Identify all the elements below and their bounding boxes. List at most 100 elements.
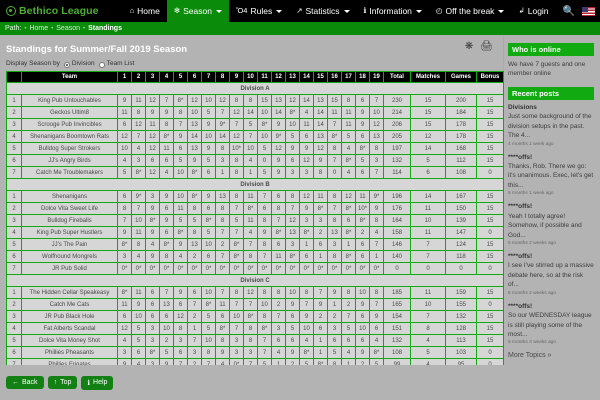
col-header-rank[interactable]: [7, 72, 21, 82]
table-row[interactable]: 3 Scrooge Pub Invincibles 6 12 11 8 7 13 9 9* 7 5 8*…: [7, 119, 503, 130]
nav-item-off-the-break[interactable]: ◴ Off the break: [429, 0, 512, 22]
row-week-score: 8: [230, 287, 243, 298]
table-row[interactable]: 2 Dolce Vita Sweet Life 8 7 9 6 11 8 6 8 7 8* 6 8 7 9 8*…: [7, 203, 503, 214]
login-icon: ↲: [518, 6, 525, 16]
recent-post-item[interactable]: ****offs! Thanks, Rob. There we go: it's …: [508, 154, 594, 197]
col-header-15[interactable]: 15: [314, 72, 327, 82]
table-row[interactable]: 5 Dolce Vita Money Shot 4 5 3 2 3 7 10 8 3 8 7 6 6 4 1 6 6…: [7, 335, 503, 346]
col-header-14[interactable]: 14: [300, 72, 313, 82]
table-row[interactable]: 5 Bulldog Super Strokers 10 4 12 11 6 13 9 8 10* 10…: [7, 143, 503, 154]
row-week-score: 2: [356, 227, 369, 238]
row-matches: 5: [411, 347, 445, 358]
table-row[interactable]: 7 JR Pub Solid 0* 0* 0* 0* 0* 0* 0* 0* 0* 0* 0* 0* 0* 0…: [7, 263, 503, 274]
row-week-score: 13: [188, 119, 201, 130]
radio-team-list-icon[interactable]: [98, 61, 105, 68]
help-button[interactable]: ℹ Help: [81, 375, 114, 390]
breadcrumb-item-season[interactable]: Season: [56, 25, 81, 32]
col-header-17[interactable]: 17: [342, 72, 355, 82]
recent-post-item[interactable]: Divisions Just some background of the div…: [508, 104, 594, 147]
table-row[interactable]: 1 Shenanigans 6 9* 3 9 10 8* 9 13 8 11 7 6 8 12 11 8 12 11 9…: [7, 191, 503, 202]
table-row[interactable]: 7 Catch Me Troublemakers 5 8* 12 4 10 8* 6 1 8 1 5 9 3…: [7, 167, 503, 178]
table-row[interactable]: 2 Geckos Ultim8 11 8 9 9 8 10 5 7 12 14 10 14 8* 4 14 11 1…: [7, 107, 503, 118]
col-header-13[interactable]: 13: [286, 72, 299, 82]
row-bonus: 0: [477, 359, 503, 370]
table-row[interactable]: 3 Bulldog Fireballs 7 10 8* 9 5 5 8* 8 5 11 8 7 12 3 3 8 6…: [7, 215, 503, 226]
row-week-score: 3: [146, 323, 159, 334]
nav-item-login[interactable]: ↲ Login: [511, 0, 555, 22]
table-row[interactable]: 1 The Hidden Cellar Speakeasy 8* 11 6 7 9 6 10 7 8…: [7, 287, 503, 298]
row-rank: 4: [7, 323, 21, 334]
asterisk-icon[interactable]: ❋: [464, 41, 474, 52]
table-row[interactable]: 2 Catch Me Cats 11 9 6 13 6 7 8* 11 7 7 10 2 9 7 9 1 2 9 7 16…: [7, 299, 503, 310]
nav-item-season[interactable]: ✻ Season: [166, 0, 229, 22]
back-button[interactable]: ← Back: [6, 376, 44, 389]
brand-logo[interactable]: Bethico League: [0, 0, 105, 22]
arrow-up-icon: ↑: [53, 379, 58, 386]
radio-option-division[interactable]: Division: [63, 60, 95, 68]
breadcrumb-item-home[interactable]: Home: [29, 25, 49, 32]
col-header-9[interactable]: 9: [230, 72, 243, 82]
col-header-16[interactable]: 16: [328, 72, 341, 82]
nav-item-home[interactable]: ⌂ Home: [123, 0, 167, 22]
col-header-team[interactable]: Team: [22, 72, 117, 82]
col-header-4[interactable]: 4: [160, 72, 173, 82]
col-header-19[interactable]: 19: [370, 72, 383, 82]
post-title[interactable]: ****offs!: [508, 203, 533, 211]
col-header-2[interactable]: 2: [132, 72, 145, 82]
top-button[interactable]: ↑ Top: [47, 376, 78, 389]
col-header-total[interactable]: Total: [384, 72, 410, 82]
radio-option-team-list[interactable]: Team List: [98, 60, 134, 68]
table-row[interactable]: 6 JJ's Angry Birds 4 3 6 6 5 9 5 3 8 4 0 9 6 12 9 7 8* 5 3 13…: [7, 155, 503, 166]
col-header-1[interactable]: 1: [118, 72, 131, 82]
col-header-games[interactable]: Games: [446, 72, 476, 82]
more-topics-link[interactable]: More Topics »: [508, 352, 552, 360]
radio-division-icon[interactable]: [63, 61, 70, 68]
col-header-3[interactable]: 3: [146, 72, 159, 82]
table-row[interactable]: 6 Wolfhound Mongrels 3 4 9 8 4 2 6 7 8* 8 7 11 8* 6 1 8 8*…: [7, 251, 503, 262]
row-week-score: 11: [272, 251, 285, 262]
recent-post-item[interactable]: ****offs! I see I've stirred up a massive…: [508, 253, 594, 296]
row-week-score: 11: [342, 119, 355, 130]
post-title[interactable]: ****offs!: [508, 252, 533, 260]
col-header-18[interactable]: 18: [356, 72, 369, 82]
recent-post-item[interactable]: ****offs! So our WEDNESDAY league is stil…: [508, 303, 594, 346]
col-header-10[interactable]: 10: [244, 72, 257, 82]
row-week-score: 12: [230, 131, 243, 142]
row-team-name: Geckos Ultim8: [22, 107, 117, 118]
row-week-score: 11: [244, 215, 257, 226]
col-header-bonus[interactable]: Bonus: [477, 72, 503, 82]
row-week-score: 12: [188, 95, 201, 106]
table-row[interactable]: 4 Fat Alberts Scandal 12 5 3 10 8 1 5 8* 7 8 8* 3 5 10 6…: [7, 323, 503, 334]
table-row[interactable]: 4 Shenanigans Boomtown Rats 12 7 12 8* 9 14 10 14…: [7, 131, 503, 142]
col-header-7[interactable]: 7: [202, 72, 215, 82]
col-header-matches[interactable]: Matches: [411, 72, 445, 82]
nav-item-information[interactable]: ℹ Information: [357, 0, 429, 22]
table-row[interactable]: 4 King Pub Super Hustlers 9 11 9 6 8* 8 5 7 7 4 9 8* 1…: [7, 227, 503, 238]
table-row[interactable]: 7Phillies Frigates943972740*751258*81259…: [7, 359, 503, 370]
table-row[interactable]: 3 JR Pub Black Hole 6 10 6 6 12 2 5 6 10 8* 8 7 6 9 2 2 7 6…: [7, 311, 503, 322]
post-title[interactable]: Divisions: [508, 103, 537, 111]
row-week-score: 8: [328, 143, 341, 154]
table-row[interactable]: 6 Phillies Pheasants 3 6 8* 5 6 3 8 9 3 3 7 4 9 8* 1 5 4 9 8…: [7, 347, 503, 358]
table-row[interactable]: 5 JJ's The Pain 8* 8 4 8* 9 13 10 2 8* 7 8 6 3 1 6 3 1 6 7 14…: [7, 239, 503, 250]
row-week-score: 2: [342, 299, 355, 310]
nav-item-statistics[interactable]: ↗ Statistics: [289, 0, 356, 22]
col-header-6[interactable]: 6: [188, 72, 201, 82]
printer-icon[interactable]: 🖨: [480, 41, 493, 52]
row-rank: 6: [7, 347, 21, 358]
table-row[interactable]: 1 King Pub Untouchables 9 11 12 7 8* 12 10 12 8 8 15…: [7, 95, 503, 106]
row-week-score: 4: [300, 335, 313, 346]
row-rank: 1: [7, 95, 21, 106]
col-header-11[interactable]: 11: [258, 72, 271, 82]
post-title[interactable]: ****offs!: [508, 302, 533, 310]
col-header-12[interactable]: 12: [272, 72, 285, 82]
recent-post-item[interactable]: ****offs! Yeah I totally agree! Somehow, …: [508, 203, 594, 246]
nav-item-rules[interactable]: Ὄ4 Rules: [229, 0, 289, 22]
us-flag-icon[interactable]: [582, 6, 595, 16]
row-week-score: 6: [160, 203, 173, 214]
col-header-5[interactable]: 5: [174, 72, 187, 82]
search-icon[interactable]: 🔍: [562, 5, 575, 17]
post-title[interactable]: ****offs!: [508, 153, 533, 161]
row-week-score: 2: [272, 299, 285, 310]
col-header-8[interactable]: 8: [216, 72, 229, 82]
